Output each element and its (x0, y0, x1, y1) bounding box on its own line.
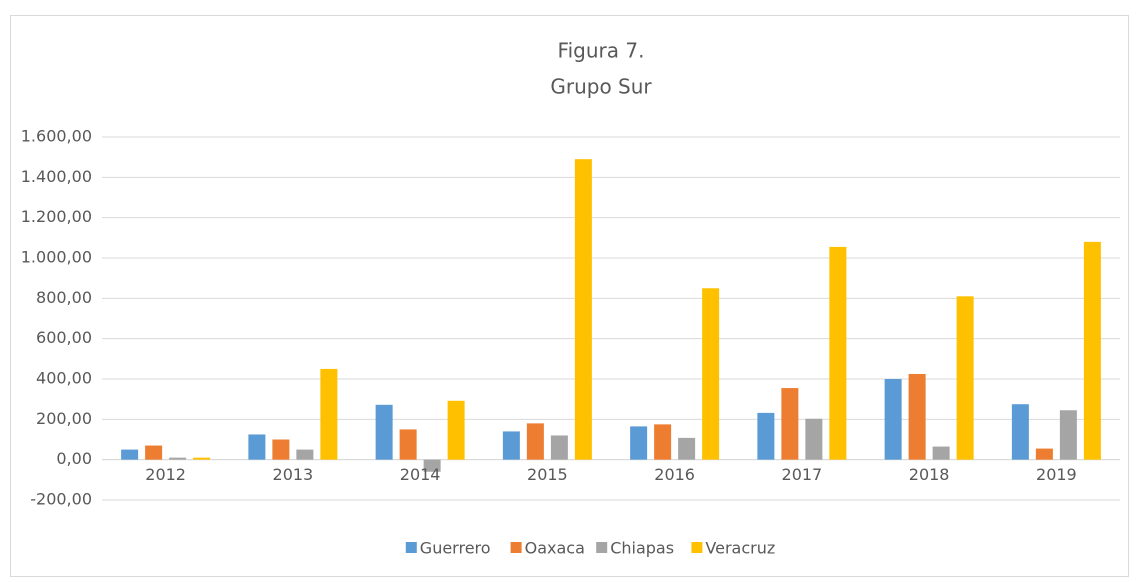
y-tick-label: 400,00 (36, 369, 92, 388)
bar (145, 445, 163, 460)
y-tick-label: 1.200,00 (21, 207, 92, 226)
bar (1083, 241, 1101, 460)
bar (1035, 448, 1053, 460)
bar (193, 457, 211, 460)
x-tick-label: 2015 (527, 465, 568, 484)
bar (781, 388, 799, 460)
bar (654, 424, 672, 460)
chart-border (10, 15, 1129, 577)
bar (526, 423, 544, 460)
bar (932, 446, 950, 460)
bar (502, 431, 520, 460)
x-tick-label: 2019 (1036, 465, 1077, 484)
bar (678, 437, 696, 460)
bar (884, 379, 902, 460)
bar (805, 418, 823, 460)
bar (550, 435, 568, 460)
x-tick-label: 2014 (400, 465, 441, 484)
bar (908, 373, 926, 460)
bar (296, 449, 314, 460)
bar (121, 449, 139, 460)
y-tick-label: 0,00 (56, 449, 92, 468)
bar (248, 434, 266, 460)
bar (574, 159, 592, 460)
x-tick-label: 2018 (909, 465, 950, 484)
y-tick-label: 800,00 (36, 288, 92, 307)
y-tick-label: -200,00 (30, 490, 92, 509)
chart-subtitle: Grupo Sur (550, 75, 652, 99)
bar (1011, 404, 1029, 460)
legend-swatch (405, 542, 417, 553)
legend-label: Oaxaca (525, 539, 585, 558)
x-tick-label: 2017 (782, 465, 823, 484)
bar (320, 368, 338, 460)
bar (956, 296, 974, 460)
x-tick-label: 2012 (145, 465, 186, 484)
bar (423, 459, 441, 472)
y-tick-label: 200,00 (36, 409, 92, 428)
legend-label: Veracruz (705, 539, 775, 558)
y-tick-label: 1.600,00 (21, 127, 92, 146)
x-tick-label: 2016 (654, 465, 695, 484)
legend-label: Guerrero (420, 539, 491, 558)
bar (702, 288, 720, 460)
bar (272, 439, 290, 460)
legend-swatch (596, 542, 608, 553)
legend-swatch (691, 542, 703, 553)
bar (1059, 410, 1077, 460)
y-tick-label: 600,00 (36, 328, 92, 347)
x-tick-label: 2013 (273, 465, 314, 484)
bar (447, 400, 465, 460)
bar (399, 429, 417, 460)
bar (375, 404, 393, 460)
chart-title: Figura 7. (558, 39, 645, 63)
y-tick-label: 1.000,00 (21, 248, 92, 267)
y-tick-label: 1.400,00 (21, 167, 92, 186)
legend-label: Chiapas (610, 539, 674, 558)
bar (757, 412, 775, 460)
legend-swatch (510, 542, 522, 553)
bar (829, 246, 847, 460)
bar (630, 426, 648, 460)
bar (169, 457, 187, 460)
